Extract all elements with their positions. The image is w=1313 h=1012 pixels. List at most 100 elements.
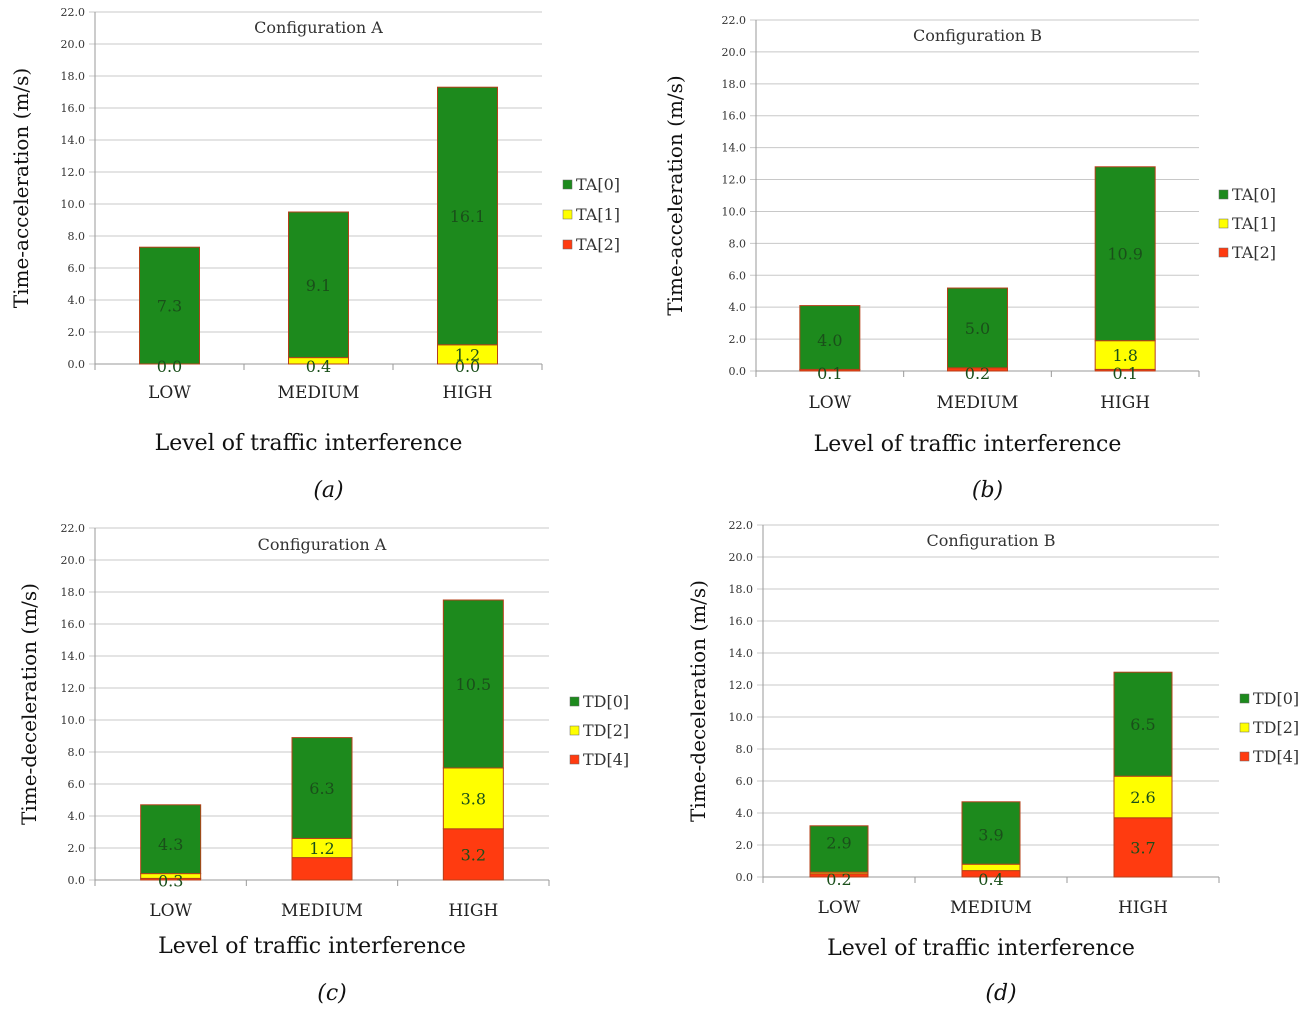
x-category-label: HIGH [443,383,493,403]
bar-segment [442,767,504,830]
x-category-label: MEDIUM [278,383,360,403]
y-axis-label: Time-deceleration (m/s) [17,583,41,825]
legend-swatch [562,239,573,250]
data-label: 0.2 [826,870,851,889]
y-tick-label: 4.0 [729,301,747,314]
y-tick-label: 2.0 [736,839,754,852]
bar-segment [140,804,202,875]
bar-segment [442,828,504,881]
bar-segment [1113,775,1173,819]
y-tick-label: 22.0 [729,519,754,532]
chart-panel-a: 0.0 2.0 4.0 6.0 8.0 10.0 12.0 14.0 16.0 18.0 20.0 2… [9,6,620,503]
y-tick-label: 4.0 [68,294,86,307]
y-tick-label: 18.0 [722,78,747,91]
bar-segment [961,801,1021,865]
y-tick-label: 16.0 [61,618,86,631]
legend-swatch [569,725,580,736]
y-tick-label: 14.0 [61,650,86,663]
bar-segment [799,305,861,370]
y-tick-label: 16.0 [729,615,754,628]
data-label: 9.1 [306,276,331,295]
y-tick-label: 2.0 [68,842,86,855]
panel-caption: (b) [972,478,1003,503]
y-tick-label: 10.0 [729,711,754,724]
legend-label: TA[0] [576,175,620,194]
legend-label: TD[2] [583,721,629,740]
data-label: 0.1 [817,364,842,383]
legend-swatch [1239,722,1250,733]
chart-title: Configuration B [913,26,1042,45]
y-tick-label: 2.0 [729,333,747,346]
x-category-label: MEDIUM [950,898,1032,918]
bar-segment [809,825,869,873]
y-tick-label: 4.0 [68,810,86,823]
y-tick-label: 6.0 [68,778,86,791]
legend-swatch [1218,189,1229,200]
y-tick-label: 12.0 [61,166,86,179]
bar-segment [1094,340,1156,370]
x-category-label: HIGH [1118,898,1168,918]
legend-label: TA[0] [1232,185,1276,204]
y-tick-label: 20.0 [61,38,86,51]
y-axis-label: Time-acceleration (m/s) [663,75,687,315]
y-tick-label: 2.0 [68,326,86,339]
y-tick-label: 22.0 [61,6,86,19]
x-axis-label: Level of traffic interference [814,432,1122,457]
y-tick-label: 20.0 [61,554,86,567]
data-label: 2.6 [1130,788,1155,807]
legend-swatch [1239,751,1250,762]
data-label: 1.8 [1112,346,1137,365]
data-label: 10.5 [456,675,492,694]
y-tick-label: 6.0 [736,775,754,788]
y-tick-label: 8.0 [68,746,86,759]
legend-swatch [1239,693,1250,704]
panel-caption: (a) [313,478,343,503]
legend-label: TA[2] [576,235,620,254]
chart-panel-c: 0.0 2.0 4.0 6.0 8.0 10.0 12.0 14.0 16.0 18.0 20.0 2… [17,522,629,1006]
x-category-label: MEDIUM [937,393,1019,413]
y-tick-label: 0.0 [736,871,754,884]
legend-label: TA[1] [576,205,620,224]
x-axis-label: Level of traffic interference [827,936,1135,961]
y-tick-label: 8.0 [729,237,747,250]
panel-caption: (c) [317,981,347,1006]
y-tick-label: 14.0 [722,142,747,155]
bar-segment [139,246,200,365]
data-label: 6.3 [309,779,334,798]
y-tick-label: 14.0 [729,647,754,660]
data-label: 3.8 [461,789,486,808]
y-tick-label: 12.0 [729,679,754,692]
y-tick-label: 18.0 [61,586,86,599]
y-tick-label: 0.0 [68,358,86,371]
y-tick-label: 10.0 [61,198,86,211]
data-label: 0.1 [1112,364,1137,383]
x-category-label: LOW [148,383,191,403]
x-category-label: HIGH [448,901,498,921]
y-tick-label: 12.0 [61,682,86,695]
legend-label: TD[4] [1253,747,1299,766]
legend-swatch [1218,218,1229,229]
y-tick-label: 6.0 [68,262,86,275]
data-label: 7.3 [157,297,182,316]
y-tick-label: 14.0 [61,134,86,147]
y-tick-label: 10.0 [61,714,86,727]
legend-swatch [569,754,580,765]
data-label: 10.9 [1107,245,1143,264]
data-label: 3.7 [1130,838,1155,857]
legend-swatch [562,209,573,220]
data-label: 2.9 [826,834,851,853]
chart-panel-b: 0.0 2.0 4.0 6.0 8.0 10.0 12.0 14.0 16.0 18.0 20.0 2… [663,14,1276,503]
data-label: 3.9 [978,826,1003,845]
x-category-label: MEDIUM [281,901,363,921]
data-label: 0.0 [157,357,182,376]
y-tick-label: 0.0 [729,365,747,378]
legend-label: TA[1] [1232,214,1276,233]
y-tick-label: 18.0 [729,583,754,596]
y-axis-label: Time-deceleration (m/s) [686,580,710,822]
data-label: 0.2 [965,364,990,383]
bar-segment [947,287,1008,369]
y-tick-label: 22.0 [61,522,86,535]
x-category-label: HIGH [1100,393,1150,413]
bar-segment [1094,166,1156,342]
